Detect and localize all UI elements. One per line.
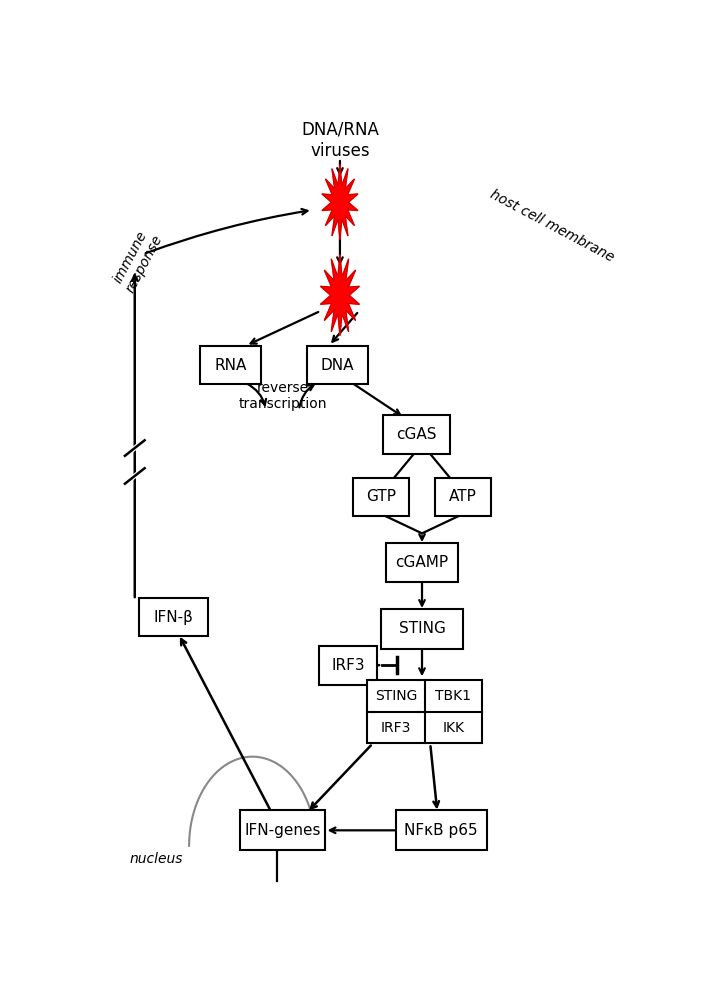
Polygon shape — [322, 165, 358, 240]
Text: IFN-β: IFN-β — [153, 609, 193, 624]
FancyBboxPatch shape — [307, 345, 368, 385]
Text: IRF3: IRF3 — [331, 658, 365, 673]
FancyBboxPatch shape — [436, 477, 491, 517]
Text: IRF3: IRF3 — [381, 721, 411, 734]
Text: cGAS: cGAS — [396, 427, 437, 442]
FancyBboxPatch shape — [240, 811, 325, 851]
FancyBboxPatch shape — [396, 811, 486, 851]
Text: DNA: DNA — [321, 357, 354, 373]
FancyBboxPatch shape — [319, 645, 377, 685]
Text: reverse
transcription: reverse transcription — [238, 381, 327, 411]
Text: nucleus: nucleus — [130, 852, 184, 866]
Text: NFκB p65: NFκB p65 — [405, 823, 478, 838]
FancyBboxPatch shape — [381, 608, 463, 649]
Text: IKK: IKK — [443, 721, 465, 734]
FancyBboxPatch shape — [138, 598, 208, 636]
Bar — [367, 680, 482, 743]
FancyBboxPatch shape — [353, 477, 409, 517]
Text: IFN-genes: IFN-genes — [244, 823, 321, 838]
Text: RNA: RNA — [215, 357, 246, 373]
Text: immune
response: immune response — [109, 226, 166, 295]
Text: STING: STING — [399, 621, 445, 636]
FancyBboxPatch shape — [386, 544, 458, 582]
Text: GTP: GTP — [366, 489, 396, 505]
Text: DNA/RNA
viruses: DNA/RNA viruses — [301, 121, 379, 160]
Text: host cell membrane: host cell membrane — [488, 187, 616, 264]
FancyBboxPatch shape — [383, 416, 450, 454]
FancyBboxPatch shape — [200, 345, 261, 385]
Text: TBK1: TBK1 — [436, 689, 472, 703]
Text: ATP: ATP — [449, 489, 477, 505]
Text: cGAMP: cGAMP — [395, 555, 448, 570]
Polygon shape — [321, 255, 359, 335]
Text: STING: STING — [375, 689, 417, 703]
